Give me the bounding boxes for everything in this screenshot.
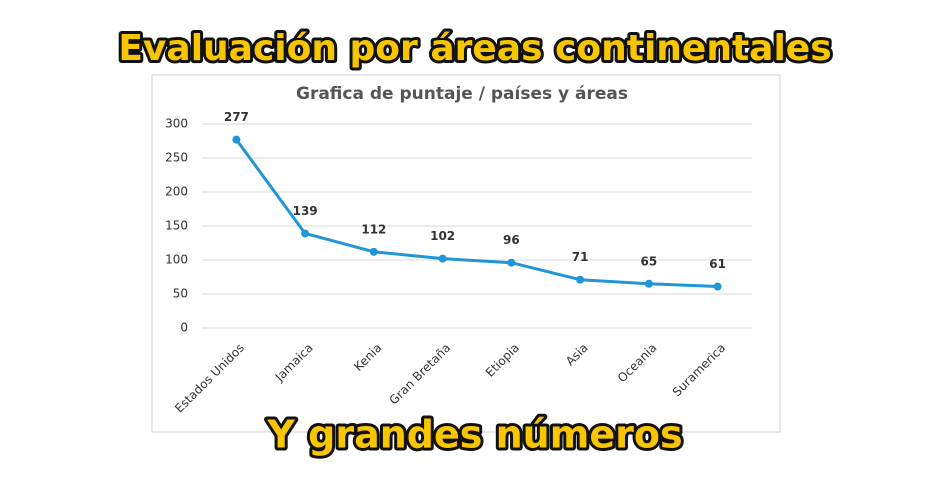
- point: [576, 275, 585, 284]
- data-label: 65: [641, 254, 658, 268]
- chart-frame: [151, 74, 781, 433]
- y-tick-label: 250: [165, 151, 188, 165]
- data-label: 96: [503, 233, 520, 247]
- data-label: 277: [224, 110, 249, 124]
- y-tick-label: 50: [173, 287, 188, 301]
- data-label: 139: [293, 204, 318, 218]
- data-label: 102: [430, 229, 455, 243]
- banner-title: Evaluación por áreas continentales: [118, 28, 831, 69]
- point: [507, 258, 516, 267]
- point: [644, 279, 653, 288]
- point: [232, 135, 241, 144]
- point: [713, 282, 722, 291]
- point: [369, 247, 378, 256]
- chart-title: Grafica de puntaje / países y áreas: [296, 84, 628, 104]
- data-label: 71: [572, 250, 589, 264]
- data-label: 112: [361, 222, 386, 236]
- y-tick-label: 300: [165, 117, 188, 131]
- line: [235, 138, 718, 289]
- y-tick-label: 150: [165, 219, 188, 233]
- point: [438, 254, 447, 263]
- y-tick-label: 100: [165, 253, 188, 267]
- data-label: 61: [709, 257, 726, 271]
- y-tick-label: 200: [165, 185, 188, 199]
- y-tick-label: 0: [180, 321, 188, 335]
- point: [301, 229, 310, 238]
- banner-subtitle: Y grandes números: [266, 413, 682, 457]
